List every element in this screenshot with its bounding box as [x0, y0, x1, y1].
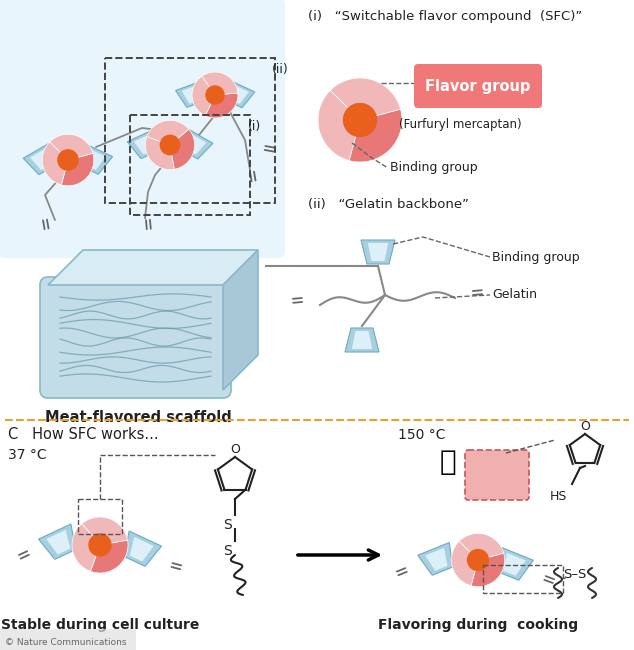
- Polygon shape: [230, 84, 249, 104]
- Wedge shape: [172, 129, 195, 169]
- Polygon shape: [124, 531, 162, 566]
- Circle shape: [160, 135, 179, 155]
- Text: © Nature Communications: © Nature Communications: [5, 638, 127, 647]
- Polygon shape: [85, 149, 106, 170]
- Polygon shape: [30, 148, 51, 170]
- Wedge shape: [202, 72, 238, 94]
- Polygon shape: [361, 240, 395, 264]
- Circle shape: [58, 150, 78, 170]
- Text: Flavoring during  cooking: Flavoring during cooking: [378, 618, 578, 632]
- Polygon shape: [181, 128, 213, 159]
- Text: Stable during cell culture: Stable during cell culture: [1, 618, 199, 632]
- Wedge shape: [349, 109, 402, 162]
- Polygon shape: [39, 524, 76, 559]
- FancyBboxPatch shape: [414, 64, 542, 108]
- Text: HS: HS: [549, 490, 567, 503]
- Polygon shape: [176, 81, 204, 107]
- Polygon shape: [223, 250, 258, 390]
- Polygon shape: [498, 547, 533, 580]
- Text: 150 °C: 150 °C: [398, 428, 446, 442]
- Text: S: S: [224, 518, 233, 532]
- Wedge shape: [91, 540, 128, 573]
- Polygon shape: [345, 328, 379, 352]
- Polygon shape: [352, 331, 372, 349]
- Polygon shape: [186, 134, 207, 155]
- Bar: [105, 58, 275, 203]
- Bar: [78, 499, 122, 534]
- Wedge shape: [471, 553, 505, 586]
- Wedge shape: [50, 135, 93, 157]
- Text: (i)   “Switchable flavor compound  (SFC)”: (i) “Switchable flavor compound (SFC)”: [308, 10, 582, 23]
- Wedge shape: [145, 136, 174, 170]
- Wedge shape: [192, 76, 212, 116]
- Wedge shape: [82, 517, 127, 543]
- Wedge shape: [61, 153, 94, 186]
- Polygon shape: [418, 543, 453, 575]
- Text: (ii)   “Gelatin backbone”: (ii) “Gelatin backbone”: [308, 198, 469, 211]
- Text: Flavor group: Flavor group: [425, 79, 531, 94]
- Text: Gelatin: Gelatin: [492, 289, 537, 302]
- Circle shape: [89, 534, 111, 556]
- Wedge shape: [147, 120, 189, 142]
- Polygon shape: [23, 142, 56, 175]
- Wedge shape: [459, 534, 503, 558]
- Wedge shape: [42, 142, 65, 185]
- Bar: [483, 565, 563, 593]
- Wedge shape: [205, 93, 238, 118]
- Polygon shape: [80, 144, 113, 174]
- Polygon shape: [226, 80, 255, 108]
- Text: Binding group: Binding group: [390, 161, 477, 174]
- Polygon shape: [127, 129, 158, 159]
- Polygon shape: [46, 530, 70, 554]
- FancyBboxPatch shape: [40, 277, 231, 398]
- Text: Binding group: Binding group: [492, 250, 579, 263]
- Polygon shape: [182, 85, 200, 104]
- Text: (Furfuryl mercaptan): (Furfuryl mercaptan): [399, 118, 521, 131]
- Text: C   How SFC works...: C How SFC works...: [8, 427, 158, 442]
- Circle shape: [344, 103, 377, 136]
- Polygon shape: [134, 134, 154, 155]
- Polygon shape: [130, 537, 153, 562]
- Text: 🔥: 🔥: [440, 448, 456, 476]
- Polygon shape: [425, 548, 448, 571]
- Text: S–S: S–S: [564, 568, 586, 581]
- Text: S: S: [224, 544, 233, 558]
- Text: 37 °C: 37 °C: [8, 448, 47, 462]
- Polygon shape: [48, 250, 258, 285]
- Wedge shape: [318, 90, 356, 161]
- Wedge shape: [72, 523, 96, 571]
- Bar: [130, 115, 250, 215]
- Polygon shape: [368, 243, 388, 261]
- Text: O: O: [230, 443, 240, 456]
- Wedge shape: [451, 541, 476, 586]
- Text: O: O: [580, 420, 590, 433]
- Circle shape: [467, 549, 488, 571]
- FancyBboxPatch shape: [0, 0, 285, 258]
- Text: (i): (i): [248, 120, 261, 133]
- FancyBboxPatch shape: [465, 450, 529, 500]
- Text: (ii): (ii): [272, 63, 288, 76]
- Wedge shape: [330, 78, 401, 116]
- Circle shape: [206, 86, 224, 104]
- Polygon shape: [503, 553, 526, 576]
- Text: Meat-flavored scaffold: Meat-flavored scaffold: [44, 410, 231, 425]
